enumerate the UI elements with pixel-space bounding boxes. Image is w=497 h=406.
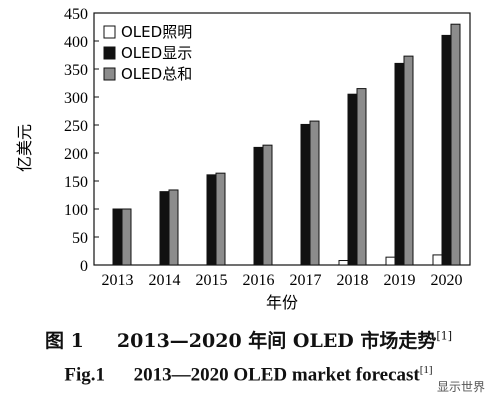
y-tick-label: 450 [64, 6, 88, 23]
legend-swatch [103, 25, 116, 39]
legend-label: OLED照明 [121, 23, 192, 41]
bar-display-2015 [206, 174, 217, 266]
chinese-caption-ref: [1] [436, 329, 452, 343]
y-tick-label: 0 [80, 258, 88, 275]
x-tick-label: 2017 [290, 272, 322, 289]
x-tick-label: 2018 [337, 272, 369, 289]
english-caption: Fig.1 2013—2020 OLED market forecast[1] [0, 364, 497, 386]
y-tick-label: 350 [64, 62, 88, 79]
chinese-caption-text: 2013—2020 年间 OLED 市场走势 [116, 330, 437, 352]
x-tick-label: 2014 [149, 272, 181, 289]
bar-total-2017 [309, 120, 320, 266]
bar-total-2014 [168, 189, 179, 266]
bar-display-2018 [347, 93, 358, 266]
bar-lighting-2019 [385, 256, 396, 266]
x-tick-label: 2016 [243, 272, 275, 289]
y-axis-label: 亿美元 [15, 124, 34, 172]
x-tick-label: 2013 [102, 272, 134, 289]
bar-display-2013 [112, 208, 123, 266]
legend-swatch [103, 67, 116, 81]
english-caption-text: 2013—2020 OLED market forecast [133, 364, 420, 386]
y-tick-label: 150 [64, 174, 88, 191]
bar-chart: 0 50 100 150 200 250 300 350 400 450 2013 2014 2015 2… [15, 6, 471, 312]
x-tick-label: 2020 [431, 272, 463, 289]
bar-total-2019 [403, 55, 414, 266]
bar-display-2020 [441, 34, 452, 266]
y-tick-label: 400 [64, 34, 88, 51]
y-tick-label: 250 [64, 118, 88, 135]
bar-lighting-2018 [338, 260, 349, 266]
legend-label: OLED显示 [121, 44, 192, 62]
bar-total-2018 [356, 88, 367, 266]
chart-bars [112, 23, 461, 266]
plot-frame [93, 12, 471, 266]
bar-display-2014 [159, 191, 170, 266]
chinese-caption: 图 1 2013—2020 年间 OLED 市场走势[1] [0, 326, 497, 353]
x-axis-label: 年份 [266, 293, 298, 312]
chart-legend: OLED照明 OLED显示 OLED总和 [103, 23, 192, 83]
bar-lighting-2020 [432, 254, 443, 266]
x-tick-label: 2019 [384, 272, 416, 289]
chart-axes: 0 50 100 150 200 250 300 350 400 450 2013 2014 2015 2… [64, 6, 471, 289]
legend-label: OLED总和 [121, 65, 192, 83]
chinese-caption-prefix: 图 1 [45, 330, 84, 352]
legend-swatch [103, 46, 116, 60]
bar-total-2020 [450, 23, 461, 266]
watermark: 显示世界 [432, 377, 489, 396]
bar-total-2015 [215, 172, 226, 266]
bar-display-2016 [253, 146, 264, 266]
y-tick-label: 100 [64, 202, 88, 219]
y-tick-label: 50 [72, 230, 88, 247]
x-tick-label: 2015 [196, 272, 228, 289]
bar-total-2013 [121, 208, 132, 266]
y-tick-label: 200 [64, 146, 88, 163]
english-caption-prefix: Fig.1 [64, 364, 106, 386]
bar-display-2017 [300, 123, 311, 266]
y-tick-label: 300 [64, 90, 88, 107]
bar-display-2019 [394, 62, 405, 266]
english-caption-ref: [1] [419, 364, 433, 376]
bar-total-2016 [262, 144, 273, 266]
